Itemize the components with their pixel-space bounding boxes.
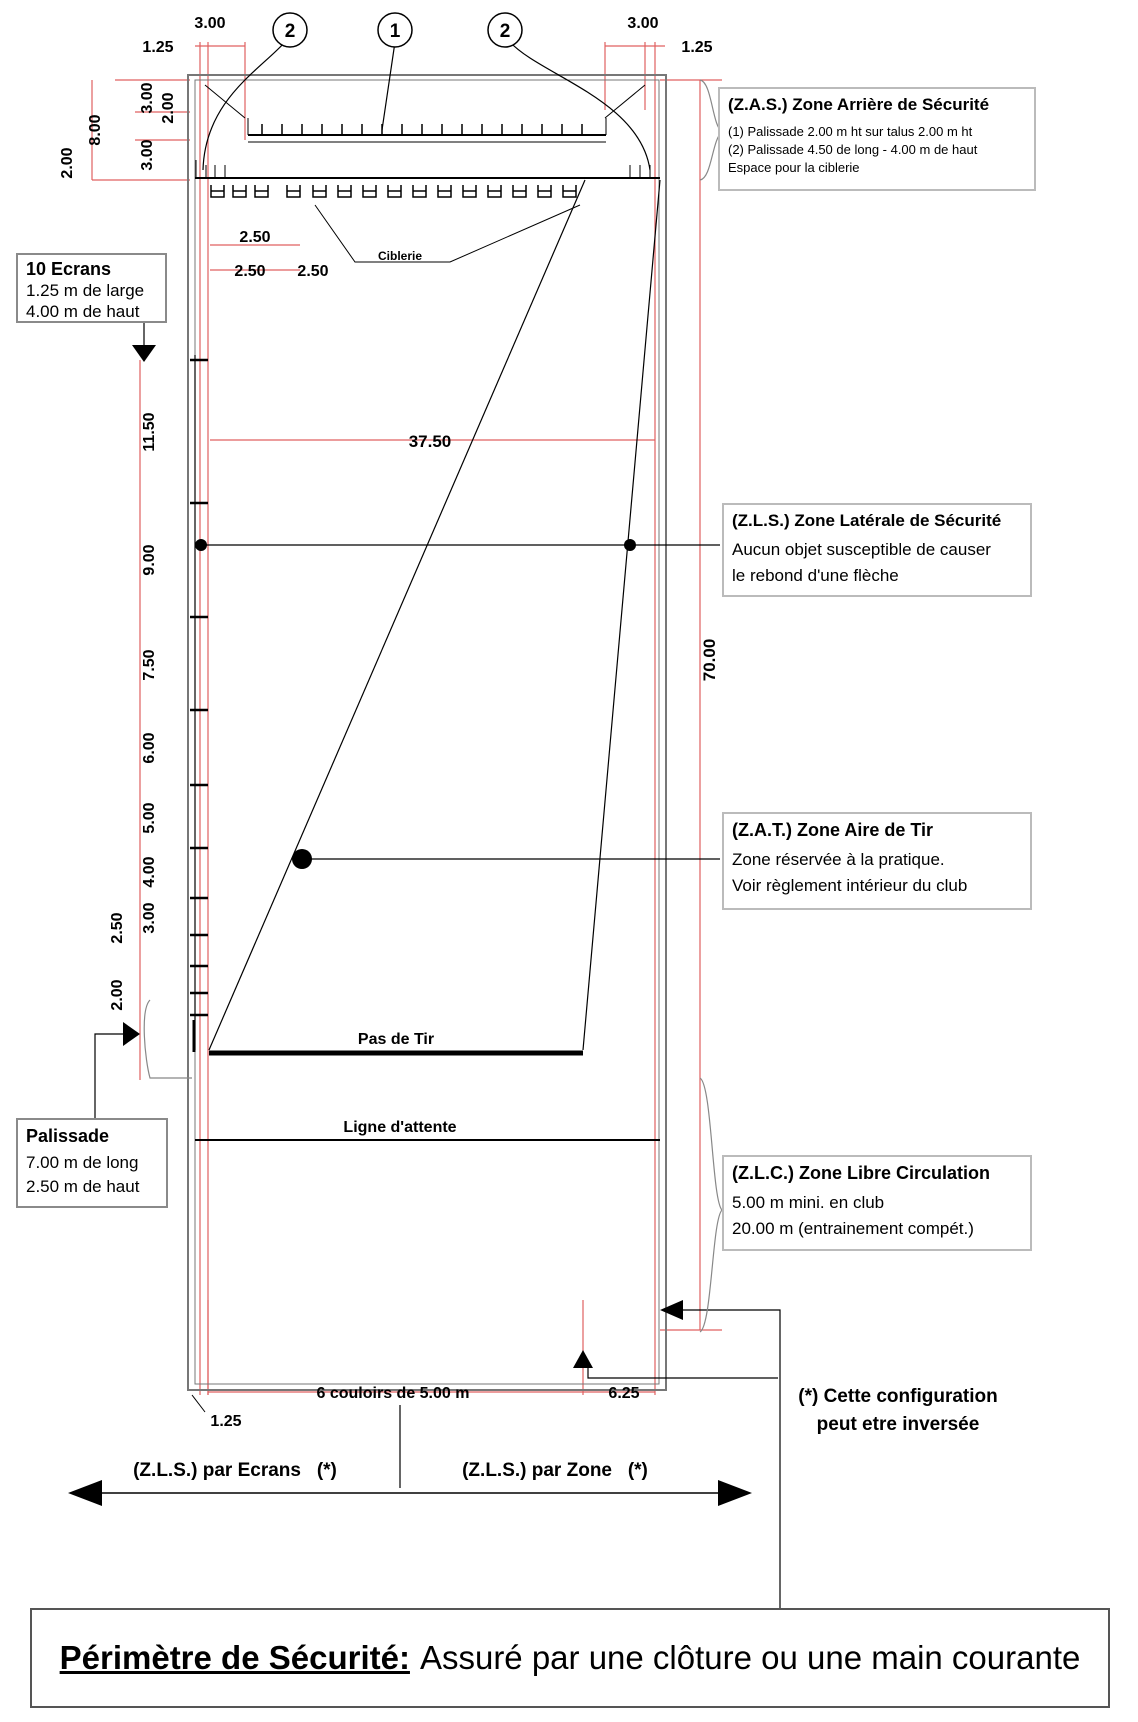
zlc-box: (Z.L.C.) Zone Libre Circulation 5.00 m m…: [722, 1155, 1032, 1251]
ciblerie-label: Ciblerie: [378, 249, 422, 263]
dim-200b: 2.00: [59, 147, 76, 178]
zas-line2: (2) Palissade 4.50 de long - 4.00 m de h…: [728, 142, 978, 157]
dim-600: 6.00: [141, 732, 158, 763]
length-dimension: 70.00: [700, 639, 719, 682]
callout-1: 1: [390, 21, 401, 42]
zone-pointer: [573, 1350, 593, 1368]
ecrans-box: 10 Ecrans 1.25 m de large 4.00 m de haut: [16, 253, 167, 323]
zls-dot-right: [624, 539, 636, 551]
dim-500: 5.00: [141, 802, 158, 833]
dim-bottom-125: 1.25: [210, 1413, 241, 1430]
ciblerie-brace: [314, 204, 581, 263]
ecrans-title: 10 Ecrans: [26, 259, 112, 279]
palissade-line1: 7.00 m de long: [26, 1153, 139, 1172]
dim-top-right-300: 3.00: [627, 15, 658, 32]
dim-top-left-300: 3.00: [194, 15, 225, 32]
zls-line2: le rebond d'une flèche: [732, 566, 899, 585]
dim-top-left-125: 1.25: [142, 39, 173, 56]
dim-200a: 2.00: [160, 92, 177, 123]
arrow-label-zone: (Z.L.S.) par Zone (*): [462, 1460, 648, 1481]
zone-braces: [699, 79, 724, 1333]
zat-box: (Z.A.T.) Zone Aire de Tir Zone réservée …: [722, 812, 1032, 910]
screens-ticks: [190, 358, 208, 1017]
callout-circles: [272, 12, 523, 48]
perimeter-box: Périmètre de Sécurité: Assuré par une cl…: [30, 1608, 1110, 1708]
ecrans-line2: 4.00 m de haut: [26, 302, 140, 321]
dim-900: 9.00: [141, 544, 158, 575]
zat-line1: Zone réservée à la pratique.: [732, 850, 945, 869]
dim-ciblerie-250c: 2.50: [297, 263, 328, 280]
dim-300: 3.00: [141, 902, 158, 933]
ligne-attente-label: Ligne d'attente: [343, 1119, 456, 1136]
width-dimension: 37.50: [409, 432, 452, 451]
dim-400: 4.00: [141, 856, 158, 887]
dim-top-right-125: 1.25: [681, 39, 712, 56]
palissade-title: Palissade: [26, 1126, 110, 1146]
zas-line3: Espace pour la ciblerie: [728, 160, 860, 175]
zlc-title: (Z.L.C.) Zone Libre Circulation: [732, 1163, 990, 1183]
dim-250: 2.50: [109, 912, 126, 943]
palissade-box: Palissade 7.00 m de long 2.50 m de haut: [16, 1118, 168, 1208]
dim-800: 8.00: [87, 114, 104, 145]
zat-title: (Z.A.T.) Zone Aire de Tir: [732, 820, 934, 840]
dim-300a: 3.00: [139, 82, 156, 113]
shooting-area-lines: [194, 179, 720, 1141]
pas-de-tir-label: Pas de Tir: [358, 1031, 434, 1048]
zas-box: (Z.A.S.) Zone Arrière de Sécurité (1) Pa…: [718, 87, 1036, 191]
zls-dot-left: [195, 539, 207, 551]
inversee-line2: peut etre inversée: [817, 1414, 980, 1435]
perimeter-label: Périmètre de Sécurité:: [59, 1639, 410, 1676]
zas-title: (Z.A.S.) Zone Arrière de Sécurité: [728, 95, 990, 114]
dim-bottom-625: 6.25: [608, 1385, 639, 1402]
dim-ciblerie-250a: 2.50: [239, 229, 270, 246]
callout-2a: 2: [285, 21, 296, 42]
dim-300b: 3.00: [139, 139, 156, 170]
palissade-pointer: [123, 1022, 140, 1046]
dim-200: 2.00: [109, 979, 126, 1010]
inversee-line1: (*) Cette configuration: [798, 1386, 998, 1407]
zls-double-arrow: [68, 1480, 752, 1506]
zas-line1: (1) Palissade 2.00 m ht sur talus 2.00 m…: [728, 124, 973, 139]
dim-1150: 11.50: [141, 412, 158, 451]
zls-line1: Aucun objet susceptible de causer: [732, 540, 991, 559]
couloirs-label: 6 couloirs de 5.00 m: [317, 1385, 470, 1402]
zat-dot: [292, 849, 312, 869]
callout-2b: 2: [500, 21, 511, 42]
zls-title: (Z.L.S.) Zone Latérale de Sécurité: [732, 511, 1002, 530]
ecrans-line1: 1.25 m de large: [26, 281, 145, 300]
dim-750: 7.50: [141, 649, 158, 680]
zlc-line2: 20.00 m (entrainement compét.): [732, 1219, 974, 1238]
palissade-brace: [143, 999, 192, 1079]
dimension-lines: [91, 42, 722, 1395]
ecrans-pointer: [132, 345, 156, 362]
dim-ciblerie-250b: 2.50: [234, 263, 265, 280]
zlc-line1: 5.00 m mini. en club: [732, 1193, 885, 1212]
target-butts: [210, 185, 577, 198]
zat-line2: Voir règlement intérieur du club: [732, 876, 968, 895]
zls-box: (Z.L.S.) Zone Latérale de Sécurité Aucun…: [722, 503, 1032, 597]
zlc-pointer: [660, 1300, 683, 1320]
rear-safety-structures: [195, 41, 660, 179]
perimeter-text: Assuré par une clôture ou une main coura…: [419, 1639, 1081, 1676]
arrow-label-ecrans: (Z.L.S.) par Ecrans (*): [133, 1460, 337, 1481]
palissade-line2: 2.50 m de haut: [26, 1177, 140, 1196]
